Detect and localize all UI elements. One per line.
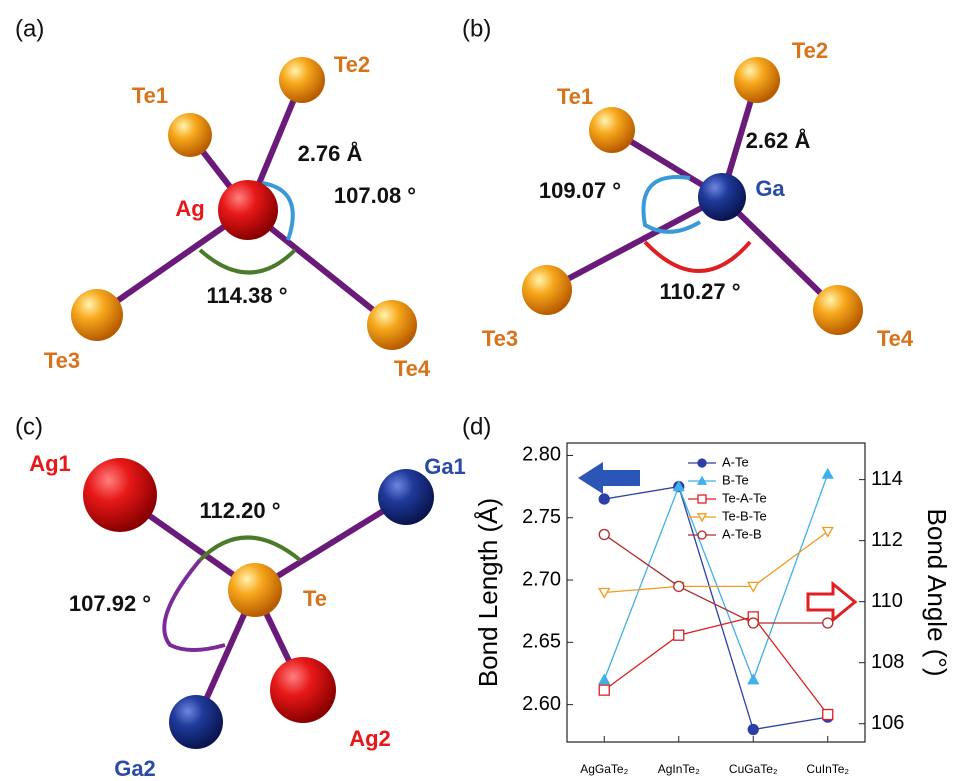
y-tick-label: 2.65 — [522, 631, 561, 653]
x-tick-label: CuInTe₂ — [806, 762, 849, 776]
atom-label: Te — [303, 586, 327, 611]
marker — [599, 675, 609, 684]
marker — [698, 495, 706, 503]
structure-panels: (a) Te1 Te2 Ag Te3 Te4 2.76 Å 107.08 ° 114.38 ° (… — [15, 15, 914, 780]
atom-label: Ga1 — [424, 454, 466, 479]
legend-label: B-Te — [722, 472, 749, 487]
angle-arc — [200, 538, 300, 561]
atom — [279, 57, 325, 103]
marker — [599, 589, 609, 598]
panel-label: (b) — [462, 15, 491, 42]
atom-label: Te3 — [482, 326, 518, 351]
atom-label: Ag2 — [349, 726, 391, 751]
marker — [748, 675, 758, 684]
atom — [813, 285, 863, 335]
atom — [734, 57, 780, 103]
marker — [823, 618, 833, 628]
atom-label: Ag — [175, 196, 204, 221]
atom — [169, 695, 223, 749]
y-tick-label: 2.75 — [522, 506, 561, 528]
marker — [698, 531, 706, 539]
angle-arc — [645, 242, 750, 271]
y-axis-label: Bond Length (Å) — [473, 498, 503, 687]
y-tick-label: 2.70 — [522, 568, 561, 590]
marker — [823, 710, 833, 720]
atom-label: Te2 — [334, 52, 370, 77]
atom-label: Ga — [755, 176, 785, 201]
atom-label: Te4 — [877, 326, 914, 351]
marker — [674, 630, 684, 640]
right-axis-arrow — [808, 584, 855, 620]
legend-label: Te-B-Te — [722, 508, 767, 523]
atom — [83, 458, 157, 532]
series-line — [604, 617, 828, 715]
bond-angle: 112.20 ° — [200, 498, 281, 523]
marker — [698, 459, 706, 467]
atom-label: Ga2 — [114, 756, 156, 781]
panel-label: (a) — [15, 15, 44, 42]
bond-angle: 109.07 ° — [539, 178, 621, 203]
bond-angle: 110.27 ° — [660, 279, 741, 304]
y2-tick-label: 108 — [871, 651, 904, 673]
legend-label: A-Te-B — [722, 526, 762, 541]
panel-label: (c) — [15, 413, 43, 440]
y2-tick-label: 106 — [871, 712, 904, 734]
bond-angle: 107.08 ° — [334, 183, 416, 208]
y2-tick-label: 110 — [871, 590, 903, 612]
marker — [748, 725, 758, 735]
y-tick-label: 2.60 — [522, 693, 561, 715]
atom — [228, 563, 282, 617]
legend-label: Te-A-Te — [722, 490, 767, 505]
marker — [823, 469, 833, 478]
atom — [698, 173, 746, 221]
angle-arc — [164, 560, 225, 650]
marker — [748, 618, 758, 628]
y2-tick-label: 114 — [871, 468, 903, 490]
atom-label: Te4 — [394, 356, 431, 381]
atom-label: Te1 — [557, 84, 593, 109]
x-tick-label: AgGaTe₂ — [580, 762, 628, 776]
figure: (a) Te1 Te2 Ag Te3 Te4 2.76 Å 107.08 ° 114.38 ° (… — [0, 0, 955, 781]
atom — [71, 289, 123, 341]
atom — [589, 107, 635, 153]
series-line — [604, 487, 828, 730]
bond-length: 2.62 Å — [746, 127, 811, 153]
marker — [599, 530, 609, 540]
y2-tick-label: 112 — [871, 529, 903, 551]
chart: (d) 2.60 2.65 2.70 2.75 2.80 106 108 110 112 114 Ag… — [462, 413, 952, 776]
angle-arc — [200, 250, 295, 273]
marker — [599, 685, 609, 695]
legend-label: A-Te — [722, 454, 749, 469]
bond-angle: 107.92 ° — [69, 591, 151, 616]
bond — [547, 197, 722, 290]
series-line — [604, 474, 828, 680]
atom — [168, 113, 212, 157]
marker — [823, 527, 833, 536]
atom — [270, 657, 336, 723]
atom-label: Te1 — [132, 83, 168, 108]
x-tick-label: AgInTe₂ — [658, 762, 700, 776]
y2-axis-label: Bond Angle (°) — [922, 509, 952, 677]
atom — [218, 180, 278, 240]
marker — [599, 494, 609, 504]
panel-label: (d) — [462, 413, 491, 440]
atom — [522, 265, 572, 315]
atom — [367, 300, 417, 350]
bond-length: 2.76 Å — [298, 140, 363, 166]
left-axis-arrow — [578, 462, 640, 494]
bond-angle: 114.38 ° — [207, 283, 288, 308]
atom-label: Ag1 — [29, 451, 71, 476]
x-tick-label: CuGaTe₂ — [729, 762, 778, 776]
atom-label: Te2 — [792, 38, 828, 63]
marker — [674, 581, 684, 591]
y-tick-label: 2.80 — [522, 444, 561, 466]
atom-label: Te3 — [44, 348, 80, 373]
